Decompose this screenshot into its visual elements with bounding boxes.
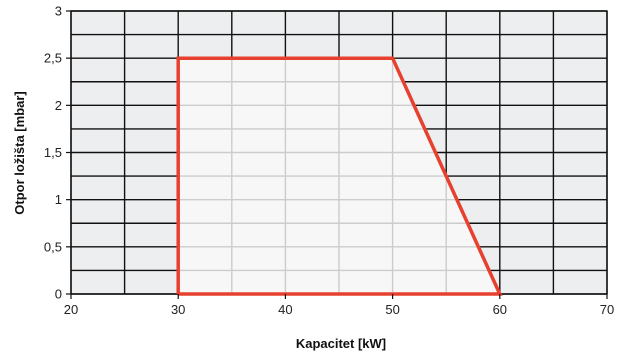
y-axis-ticks: 0 0,5 1 1,5 2 2,5 3 [44,4,71,302]
y-tick-label: 3 [55,4,62,19]
y-tick-label: 0 [55,287,62,302]
x-tick-label: 70 [600,302,614,317]
x-tick-label: 30 [171,302,185,317]
y-axis-label: Otpor ložišta [mbar] [12,91,27,215]
grid [70,10,608,295]
x-axis-label: Kapacitet [kW] [296,336,386,351]
y-tick-label: 0,5 [44,239,62,254]
x-tick-label: 40 [278,302,292,317]
x-tick-label: 50 [385,302,399,317]
y-tick-label: 1,5 [44,145,62,160]
x-tick-label: 60 [493,302,507,317]
x-tick-label: 20 [64,302,78,317]
y-tick-label: 2,5 [44,51,62,66]
y-tick-label: 1 [55,192,62,207]
x-axis-ticks: 20 30 40 50 60 70 [64,294,614,317]
y-tick-label: 2 [55,98,62,113]
